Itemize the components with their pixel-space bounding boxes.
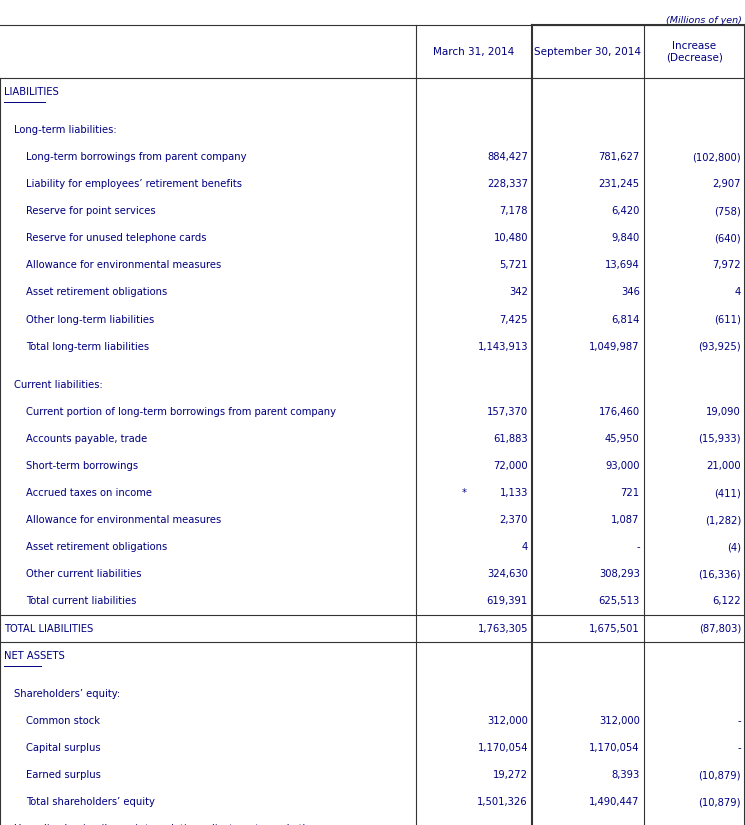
Text: Other current liabilities: Other current liabilities [26, 569, 142, 579]
Text: NET ASSETS: NET ASSETS [4, 651, 65, 661]
Text: (102,800): (102,800) [692, 152, 741, 162]
Text: Earned surplus: Earned surplus [26, 770, 101, 780]
Text: Current portion of long-term borrowings from parent company: Current portion of long-term borrowings … [26, 407, 336, 417]
Text: (4): (4) [727, 542, 741, 552]
Text: Total current liabilities: Total current liabilities [26, 596, 136, 606]
Text: 1,170,054: 1,170,054 [478, 743, 528, 753]
Text: Increase
(Decrease): Increase (Decrease) [666, 41, 723, 63]
Text: 10,480: 10,480 [493, 233, 528, 243]
Text: (411): (411) [714, 488, 741, 498]
Text: Allowance for environmental measures: Allowance for environmental measures [26, 516, 221, 526]
Text: 1,763,305: 1,763,305 [478, 624, 528, 634]
Text: 781,627: 781,627 [598, 152, 640, 162]
Text: -: - [636, 542, 640, 552]
Text: 61,883: 61,883 [493, 434, 528, 444]
Text: (758): (758) [714, 206, 741, 216]
Text: 1,170,054: 1,170,054 [589, 743, 640, 753]
Text: 312,000: 312,000 [487, 716, 528, 726]
Text: 619,391: 619,391 [486, 596, 528, 606]
Text: Common stock: Common stock [26, 716, 100, 726]
Text: 884,427: 884,427 [487, 152, 528, 162]
Text: -: - [738, 716, 741, 726]
Text: 4: 4 [735, 287, 741, 298]
Text: March 31, 2014: March 31, 2014 [433, 47, 515, 57]
Text: (611): (611) [714, 314, 741, 324]
Text: 625,513: 625,513 [598, 596, 640, 606]
Text: 6,420: 6,420 [612, 206, 640, 216]
Text: 1,087: 1,087 [612, 516, 640, 526]
Text: (1,282): (1,282) [705, 516, 741, 526]
Text: Liability for employees’ retirement benefits: Liability for employees’ retirement bene… [26, 179, 242, 189]
Text: Accrued taxes on income: Accrued taxes on income [26, 488, 152, 498]
Text: 1,143,913: 1,143,913 [478, 342, 528, 351]
Text: 6,814: 6,814 [612, 314, 640, 324]
Text: 1,049,987: 1,049,987 [589, 342, 640, 351]
Text: 72,000: 72,000 [493, 461, 528, 471]
Text: 7,178: 7,178 [499, 206, 528, 216]
Text: 8,393: 8,393 [612, 770, 640, 780]
Text: September 30, 2014: September 30, 2014 [534, 47, 641, 57]
Text: -: - [738, 743, 741, 753]
Text: (16,336): (16,336) [699, 569, 741, 579]
Text: 93,000: 93,000 [605, 461, 640, 471]
Text: Short-term borrowings: Short-term borrowings [26, 461, 138, 471]
Text: Long-term liabilities:: Long-term liabilities: [14, 125, 117, 135]
Text: 176,460: 176,460 [598, 407, 640, 417]
Text: 1,501,326: 1,501,326 [478, 797, 528, 807]
Text: (10,879): (10,879) [699, 797, 741, 807]
Text: 4: 4 [522, 542, 528, 552]
Text: 19,090: 19,090 [706, 407, 741, 417]
Text: 9,840: 9,840 [612, 233, 640, 243]
Text: 2,907: 2,907 [712, 179, 741, 189]
Text: 721: 721 [621, 488, 640, 498]
Text: 21,000: 21,000 [706, 461, 741, 471]
Text: *: * [461, 488, 466, 498]
Text: 1,133: 1,133 [500, 488, 528, 498]
Text: Asset retirement obligations: Asset retirement obligations [26, 287, 167, 298]
Text: TOTAL LIABILITIES: TOTAL LIABILITIES [4, 624, 93, 634]
Text: Other long-term liabilities: Other long-term liabilities [26, 314, 154, 324]
Text: Allowance for environmental measures: Allowance for environmental measures [26, 261, 221, 271]
Text: (640): (640) [714, 233, 741, 243]
Text: Shareholders’ equity:: Shareholders’ equity: [14, 689, 120, 699]
Text: 7,972: 7,972 [712, 261, 741, 271]
Text: 1,490,447: 1,490,447 [589, 797, 640, 807]
Text: 2,370: 2,370 [500, 516, 528, 526]
Text: 312,000: 312,000 [599, 716, 640, 726]
Text: 157,370: 157,370 [486, 407, 528, 417]
Text: Total shareholders’ equity: Total shareholders’ equity [26, 797, 155, 807]
Text: Reserve for unused telephone cards: Reserve for unused telephone cards [26, 233, 206, 243]
Text: (Millions of yen): (Millions of yen) [666, 16, 742, 25]
Text: Current liabilities:: Current liabilities: [14, 380, 103, 390]
Text: Capital surplus: Capital surplus [26, 743, 101, 753]
Text: Reserve for point services: Reserve for point services [26, 206, 156, 216]
Text: 342: 342 [509, 287, 528, 298]
Text: 308,293: 308,293 [599, 569, 640, 579]
Text: 346: 346 [621, 287, 640, 298]
Text: 5,721: 5,721 [499, 261, 528, 271]
Text: 13,694: 13,694 [605, 261, 640, 271]
Text: Total long-term liabilities: Total long-term liabilities [26, 342, 149, 351]
Text: (10,879): (10,879) [699, 770, 741, 780]
Text: (93,925): (93,925) [698, 342, 741, 351]
Text: 19,272: 19,272 [493, 770, 528, 780]
Text: Asset retirement obligations: Asset retirement obligations [26, 542, 167, 552]
Text: 45,950: 45,950 [605, 434, 640, 444]
Text: 1,675,501: 1,675,501 [589, 624, 640, 634]
Text: LIABILITIES: LIABILITIES [4, 87, 59, 97]
Text: Long-term borrowings from parent company: Long-term borrowings from parent company [26, 152, 247, 162]
Text: 324,630: 324,630 [487, 569, 528, 579]
Text: (87,803): (87,803) [699, 624, 741, 634]
Text: 231,245: 231,245 [598, 179, 640, 189]
Text: 6,122: 6,122 [712, 596, 741, 606]
Text: (15,933): (15,933) [699, 434, 741, 444]
Text: 7,425: 7,425 [499, 314, 528, 324]
Text: 228,337: 228,337 [487, 179, 528, 189]
Text: Accounts payable, trade: Accounts payable, trade [26, 434, 148, 444]
